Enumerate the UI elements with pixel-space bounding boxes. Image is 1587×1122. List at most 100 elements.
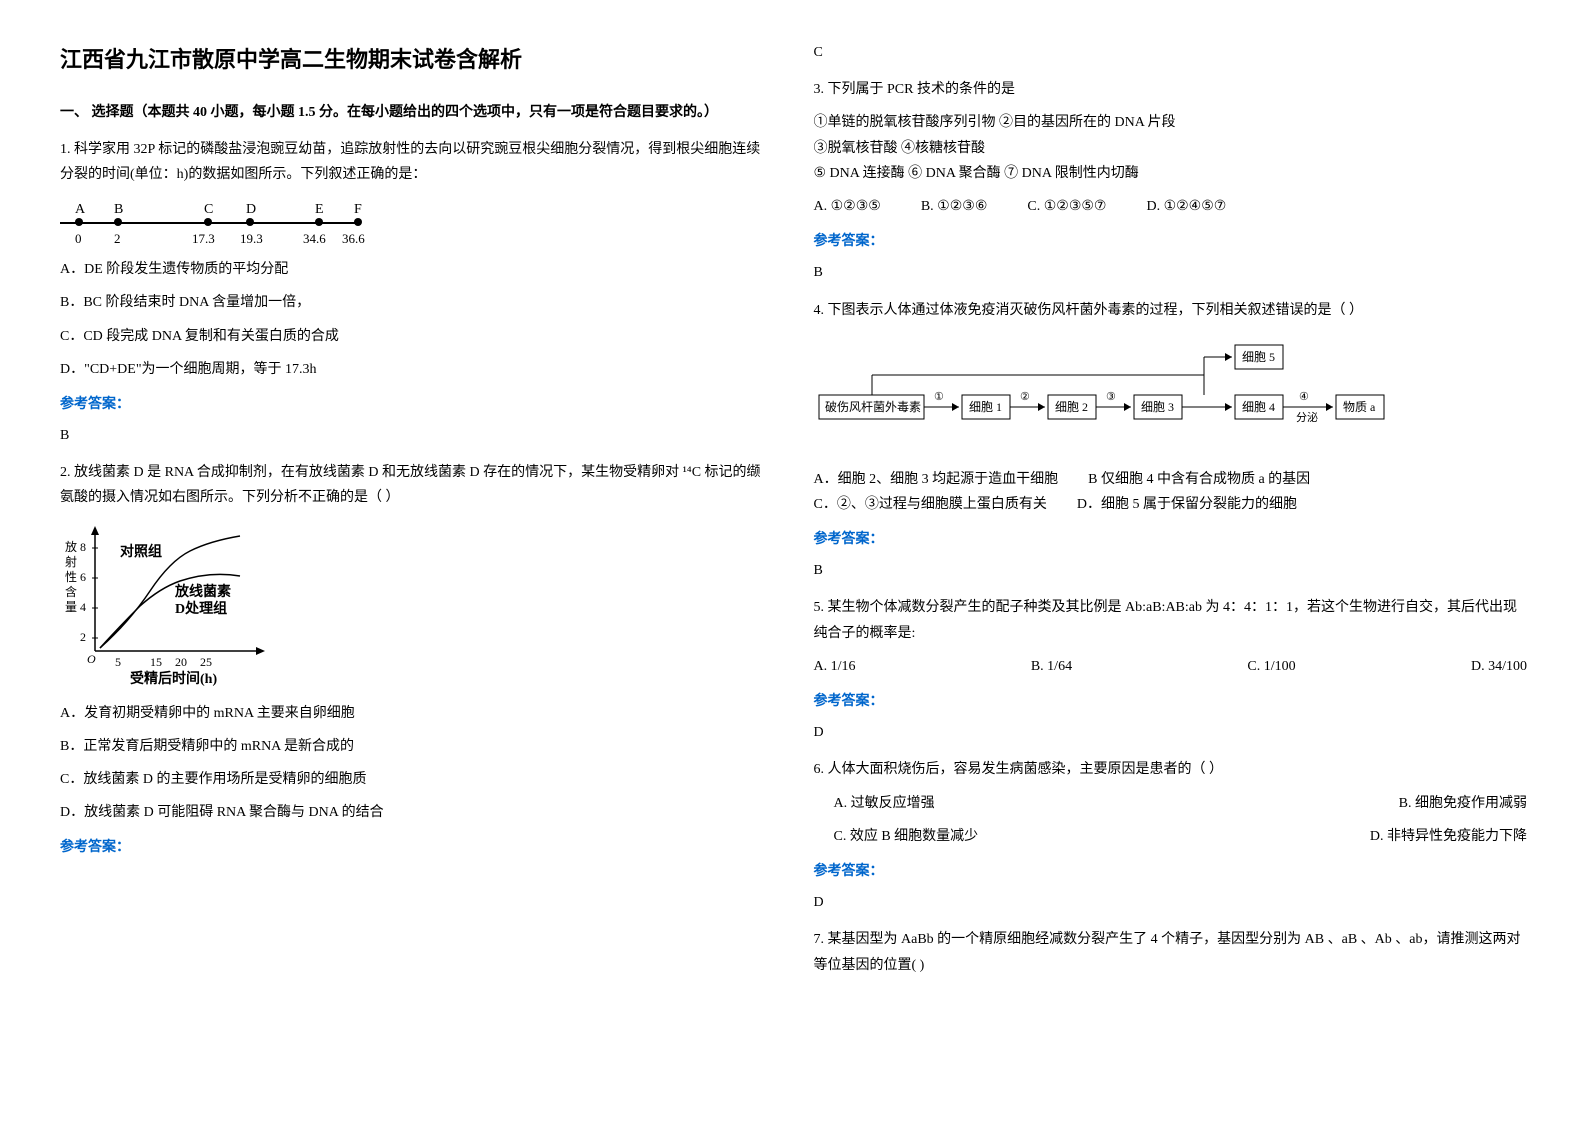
q7-text: 7. 某基因型为 AaBb 的一个精原细胞经减数分裂产生了 4 个精子，基因型分… <box>814 927 1528 977</box>
svg-text:15: 15 <box>150 655 162 669</box>
svg-text:④: ④ <box>1299 391 1309 403</box>
q6-opt-b: B. 细胞免疫作用减弱 <box>1399 791 1527 816</box>
svg-text:20: 20 <box>175 655 187 669</box>
svg-text:5: 5 <box>115 655 121 669</box>
question-2: 2. 放线菌素 D 是 RNA 合成抑制剂，在有放线菌素 D 和无放线菌素 D … <box>60 460 774 860</box>
timeline-val-b: 2 <box>114 227 121 250</box>
question-7: 7. 某基因型为 AaBb 的一个精原细胞经减数分裂产生了 4 个精子，基因型分… <box>814 927 1528 977</box>
svg-text:25: 25 <box>200 655 212 669</box>
q6-text: 6. 人体大面积烧伤后，容易发生病菌感染，主要原因是患者的（ ） <box>814 757 1528 782</box>
svg-text:射: 射 <box>65 554 77 569</box>
q3-opt-a: A. ①②③⑤ <box>814 194 881 219</box>
svg-text:O: O <box>87 652 96 666</box>
q6-opt-d: D. 非特异性免疫能力下降 <box>1370 824 1527 849</box>
svg-text:受精后时间(h): 受精后时间(h) <box>130 670 217 687</box>
q2-answer: C <box>814 40 1528 65</box>
svg-text:细胞 1: 细胞 1 <box>969 400 1002 414</box>
right-column: C 3. 下列属于 PCR 技术的条件的是 ①单链的脱氧核苷酸序列引物 ②目的基… <box>814 40 1528 990</box>
q1-text: 1. 科学家用 32P 标记的磷酸盐浸泡豌豆幼苗，追踪放射性的去向以研究豌豆根尖… <box>60 137 774 187</box>
svg-text:性: 性 <box>65 570 77 584</box>
q3-opt-c: C. ①②③⑤⑦ <box>1027 194 1106 219</box>
q6-answer: D <box>814 890 1528 915</box>
doc-title: 江西省九江市散原中学高二生物期末试卷含解析 <box>60 40 774 80</box>
q3-line3: ⑤ DNA 连接酶 ⑥ DNA 聚合酶 ⑦ DNA 限制性内切酶 <box>814 161 1528 186</box>
svg-text:物质 a: 物质 a <box>1343 400 1376 414</box>
svg-text:D处理组: D处理组 <box>175 600 227 617</box>
question-3: 3. 下列属于 PCR 技术的条件的是 ①单链的脱氧核苷酸序列引物 ②目的基因所… <box>814 77 1528 285</box>
q1-opt-a: A．DE 阶段发生遗传物质的平均分配 <box>60 257 774 282</box>
q2-answer-label: 参考答案： <box>60 835 774 860</box>
q6-answer-label: 参考答案： <box>814 859 1528 884</box>
q3-answer-label: 参考答案： <box>814 229 1528 254</box>
q5-options: A. 1/16 B. 1/64 C. 1/100 D. 34/100 <box>814 654 1528 679</box>
q4-text: 4. 下图表示人体通过体液免疫消灭破伤风杆菌外毒素的过程，下列相关叙述错误的是（… <box>814 298 1528 323</box>
q4-opt-a: A．细胞 2、细胞 3 均起源于造血干细胞 <box>814 467 1059 492</box>
svg-text:含: 含 <box>65 584 77 599</box>
q2-opt-b: B．正常发育后期受精卵中的 mRNA 是新合成的 <box>60 734 774 759</box>
timeline-val-a: 0 <box>75 227 82 250</box>
q3-line2: ③脱氧核苷酸 ④核糖核苷酸 <box>814 136 1528 161</box>
svg-text:对照组: 对照组 <box>120 543 162 560</box>
question-1: 1. 科学家用 32P 标记的磷酸盐浸泡豌豆幼苗，追踪放射性的去向以研究豌豆根尖… <box>60 137 774 449</box>
svg-text:6: 6 <box>80 570 86 584</box>
q6-opt-a: A. 过敏反应增强 <box>834 791 935 816</box>
svg-text:8: 8 <box>80 540 86 554</box>
svg-text:细胞 3: 细胞 3 <box>1141 400 1174 414</box>
timeline-val-f: 36.6 <box>342 227 365 250</box>
q1-opt-c: C．CD 段完成 DNA 复制和有关蛋白质的合成 <box>60 324 774 349</box>
timeline-val-e: 34.6 <box>303 227 326 250</box>
svg-text:③: ③ <box>1106 391 1116 403</box>
section-heading: 一、 选择题（本题共 40 小题，每小题 1.5 分。在每小题给出的四个选项中，… <box>60 100 774 125</box>
q2-text: 2. 放线菌素 D 是 RNA 合成抑制剂，在有放线菌素 D 和无放线菌素 D … <box>60 460 774 510</box>
q4-answer-label: 参考答案： <box>814 527 1528 552</box>
svg-text:①: ① <box>934 391 944 403</box>
svg-text:细胞 2: 细胞 2 <box>1055 400 1088 414</box>
q2-opt-a: A．发育初期受精卵中的 mRNA 主要来自卵细胞 <box>60 701 774 726</box>
svg-text:2: 2 <box>80 630 86 644</box>
q1-timeline-chart: A 0 B 2 C 17.3 D 19.3 E 34.6 F 36.6 <box>60 197 360 247</box>
q1-opt-b: B．BC 阶段结束时 DNA 含量增加一倍， <box>60 290 774 315</box>
q2-opt-d: D．放线菌素 D 可能阻碍 RNA 聚合酶与 DNA 的结合 <box>60 800 774 825</box>
q4-opt-b: B 仅细胞 4 中含有合成物质 a 的基因 <box>1088 467 1310 492</box>
q3-opt-b: B. ①②③⑥ <box>921 194 988 219</box>
q3-text: 3. 下列属于 PCR 技术的条件的是 <box>814 77 1528 102</box>
q4-opt-d: D．细胞 5 属于保留分裂能力的细胞 <box>1077 492 1297 517</box>
svg-text:4: 4 <box>80 600 86 614</box>
q4-flow-diagram: 破伤风杆菌外毒素 ① 细胞 1 ② 细胞 2 ③ 细胞 3 细胞 4 <box>814 335 1528 455</box>
q5-text: 5. 某生物个体减数分裂产生的配子种类及其比例是 Ab:aB:AB:ab 为 4… <box>814 595 1528 645</box>
svg-text:量: 量 <box>65 600 77 614</box>
q3-answer: B <box>814 260 1528 285</box>
q2-opt-c: C．放线菌素 D 的主要作用场所是受精卵的细胞质 <box>60 767 774 792</box>
question-4: 4. 下图表示人体通过体液免疫消灭破伤风杆菌外毒素的过程，下列相关叙述错误的是（… <box>814 298 1528 584</box>
q6-opt-c: C. 效应 B 细胞数量减少 <box>834 824 979 849</box>
q5-answer-label: 参考答案： <box>814 689 1528 714</box>
svg-text:放线菌素: 放线菌素 <box>174 583 231 600</box>
timeline-val-c: 17.3 <box>192 227 215 250</box>
timeline-val-d: 19.3 <box>240 227 263 250</box>
svg-text:破伤风杆菌外毒素: 破伤风杆菌外毒素 <box>825 399 921 414</box>
svg-text:细胞 4: 细胞 4 <box>1242 400 1275 414</box>
left-column: 江西省九江市散原中学高二生物期末试卷含解析 一、 选择题（本题共 40 小题，每… <box>60 40 774 990</box>
q5-answer: D <box>814 720 1528 745</box>
q5-opt-a: A. 1/16 <box>814 654 856 679</box>
svg-text:②: ② <box>1020 391 1030 403</box>
chart-ylabel-1: 放 <box>65 539 77 554</box>
q3-opt-d: D. ①②④⑤⑦ <box>1146 194 1226 219</box>
q4-opt-c: C．②、③过程与细胞膜上蛋白质有关 <box>814 492 1047 517</box>
q6-options-row2: C. 效应 B 细胞数量减少 D. 非特异性免疫能力下降 <box>834 824 1528 849</box>
question-5: 5. 某生物个体减数分裂产生的配子种类及其比例是 Ab:aB:AB:ab 为 4… <box>814 595 1528 745</box>
q1-answer: B <box>60 423 774 448</box>
q5-opt-b: B. 1/64 <box>1031 654 1072 679</box>
q5-opt-c: C. 1/100 <box>1247 654 1295 679</box>
svg-text:细胞 5: 细胞 5 <box>1242 350 1275 364</box>
q1-opt-d: D．"CD+DE"为一个细胞周期，等于 17.3h <box>60 357 774 382</box>
svg-text:分泌: 分泌 <box>1296 411 1318 424</box>
q2-line-chart: 放 射 性 含 量 8 6 4 2 5 15 20 25 对照组 放 <box>60 521 280 691</box>
q4-answer: B <box>814 558 1528 583</box>
question-6: 6. 人体大面积烧伤后，容易发生病菌感染，主要原因是患者的（ ） A. 过敏反应… <box>814 757 1528 915</box>
q3-line1: ①单链的脱氧核苷酸序列引物 ②目的基因所在的 DNA 片段 <box>814 110 1528 135</box>
q5-opt-d: D. 34/100 <box>1471 654 1527 679</box>
q6-options-row1: A. 过敏反应增强 B. 细胞免疫作用减弱 <box>834 791 1528 816</box>
q3-options: A. ①②③⑤ B. ①②③⑥ C. ①②③⑤⑦ D. ①②④⑤⑦ <box>814 194 1528 219</box>
q1-answer-label: 参考答案： <box>60 392 774 417</box>
